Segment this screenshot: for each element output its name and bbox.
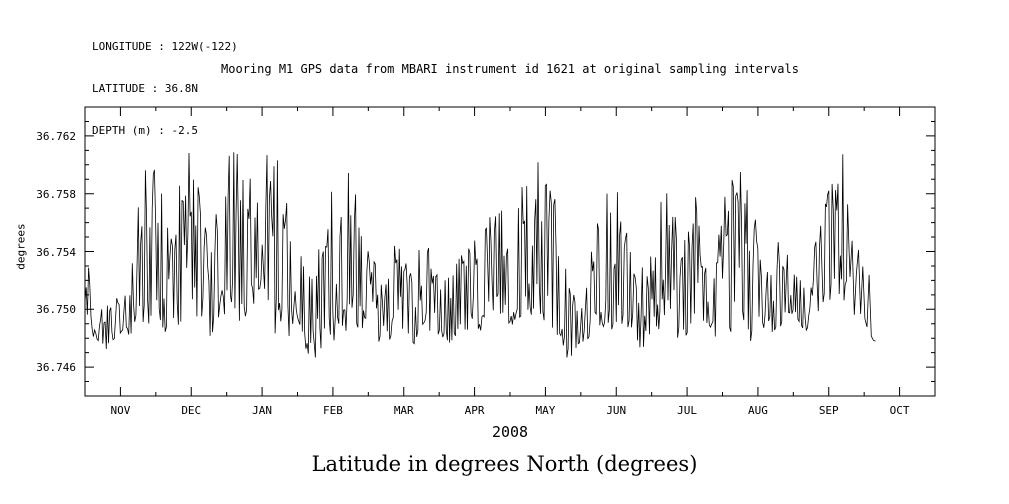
x-tick-label: DEC — [181, 404, 202, 417]
longitude-info: LONGITUDE : 122W(-122) — [92, 40, 238, 53]
y-tick-label: 36.762 — [36, 129, 76, 143]
x-tick-label: NOV — [110, 404, 131, 417]
x-axis-label: 2008 — [491, 423, 529, 441]
x-tick-label: AUG — [747, 404, 768, 417]
y-tick-label: 36.746 — [36, 361, 76, 375]
x-tick-label: JAN — [252, 404, 273, 417]
chart-caption: Latitude in degrees North (degrees) — [311, 452, 698, 476]
data-line — [84, 152, 876, 358]
x-tick-label: MAR — [393, 404, 414, 417]
y-tick-label: 36.750 — [36, 303, 76, 317]
x-tick-label: FEB — [322, 404, 343, 417]
chart-title: Mooring M1 GPS data from MBARI instrumen… — [221, 62, 799, 76]
station-info-block: LONGITUDE : 122W(-122) LATITUDE : 36.8N … — [92, 12, 238, 166]
x-tick-label: APR — [464, 404, 485, 417]
y-tick-label: 36.754 — [36, 245, 76, 259]
latitude-info: LATITUDE : 36.8N — [92, 82, 198, 95]
x-tick-label: JUN — [606, 404, 627, 417]
x-tick-label: OCT — [889, 404, 910, 417]
depth-info: DEPTH (m) : -2.5 — [92, 124, 198, 137]
x-tick-label: JUL — [677, 404, 698, 417]
x-tick-label: SEP — [818, 404, 839, 417]
axes-box — [84, 106, 936, 397]
y-tick-label: 36.758 — [36, 187, 76, 201]
axis-ticks — [85, 107, 935, 396]
x-tick-label: MAY — [535, 404, 556, 417]
